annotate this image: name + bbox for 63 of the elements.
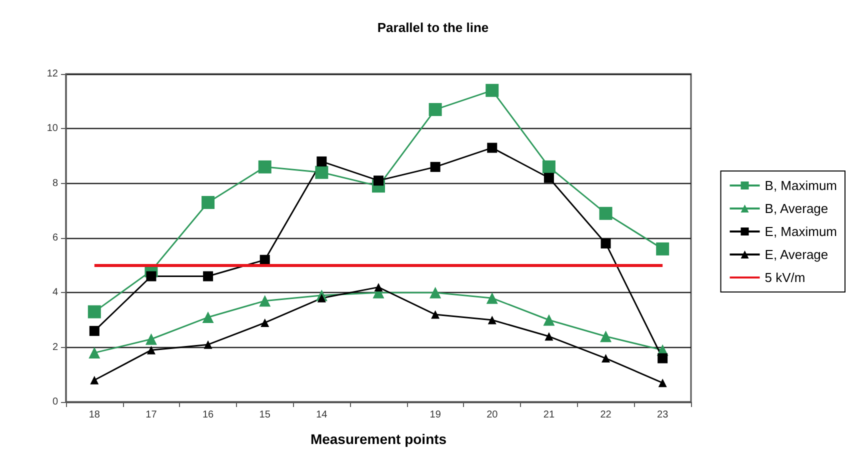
x-tick-label: 19 <box>430 410 442 420</box>
point <box>602 354 610 363</box>
x-tick-label: 21 <box>543 410 555 420</box>
point <box>600 330 612 342</box>
legend-label: B, Maximum <box>764 178 838 193</box>
point <box>544 172 554 183</box>
point <box>656 242 670 256</box>
point <box>374 176 384 186</box>
x-tick-label: 17 <box>146 410 158 420</box>
point <box>486 292 498 304</box>
point <box>90 376 99 384</box>
point <box>258 160 272 174</box>
point <box>488 316 496 324</box>
point <box>374 282 383 292</box>
x-tick-label: 16 <box>202 410 214 420</box>
y-tick-label: 8 <box>52 178 58 189</box>
point <box>315 166 328 179</box>
point <box>600 238 611 248</box>
legend-label: E, Average <box>764 247 828 262</box>
x-axis-title: Measurement points <box>310 431 447 447</box>
point <box>544 332 554 341</box>
point <box>316 156 327 166</box>
point <box>88 347 100 359</box>
point <box>658 353 668 364</box>
point <box>430 286 442 298</box>
point <box>146 271 156 282</box>
y-tick-label: 10 <box>46 123 58 134</box>
point <box>542 160 556 174</box>
point <box>317 294 326 302</box>
point <box>428 103 442 116</box>
legend-label: B, Average <box>764 201 828 216</box>
y-tick-label: 6 <box>52 232 58 244</box>
y-tick-label: 12 <box>46 68 58 80</box>
x-tick-label: 15 <box>259 410 271 420</box>
point <box>260 254 270 265</box>
y-tick-label: 0 <box>52 396 58 408</box>
point <box>431 310 440 319</box>
point <box>543 314 555 326</box>
point <box>146 346 156 354</box>
point <box>260 318 270 327</box>
point <box>430 162 440 172</box>
x-tick-label: 14 <box>316 410 328 420</box>
point <box>487 142 498 153</box>
point <box>89 326 100 336</box>
point <box>88 305 101 318</box>
x-tick-label: 22 <box>600 410 612 420</box>
point <box>145 333 157 345</box>
chart-title: Parallel to the line <box>377 20 489 35</box>
legend-label: 5 kV/m <box>764 270 806 285</box>
x-tick-label: 23 <box>657 410 669 420</box>
point <box>486 84 499 97</box>
point <box>202 312 214 324</box>
x-tick-label: 18 <box>88 410 100 420</box>
y-tick-label: 4 <box>52 287 58 298</box>
point <box>658 378 667 388</box>
point <box>599 206 612 220</box>
point <box>259 295 271 307</box>
point <box>204 340 212 349</box>
point <box>203 271 214 282</box>
legend-label: E, Maximum <box>764 224 838 239</box>
point <box>202 196 215 209</box>
y-tick-label: 2 <box>52 342 58 353</box>
x-tick-label: 20 <box>486 410 498 420</box>
